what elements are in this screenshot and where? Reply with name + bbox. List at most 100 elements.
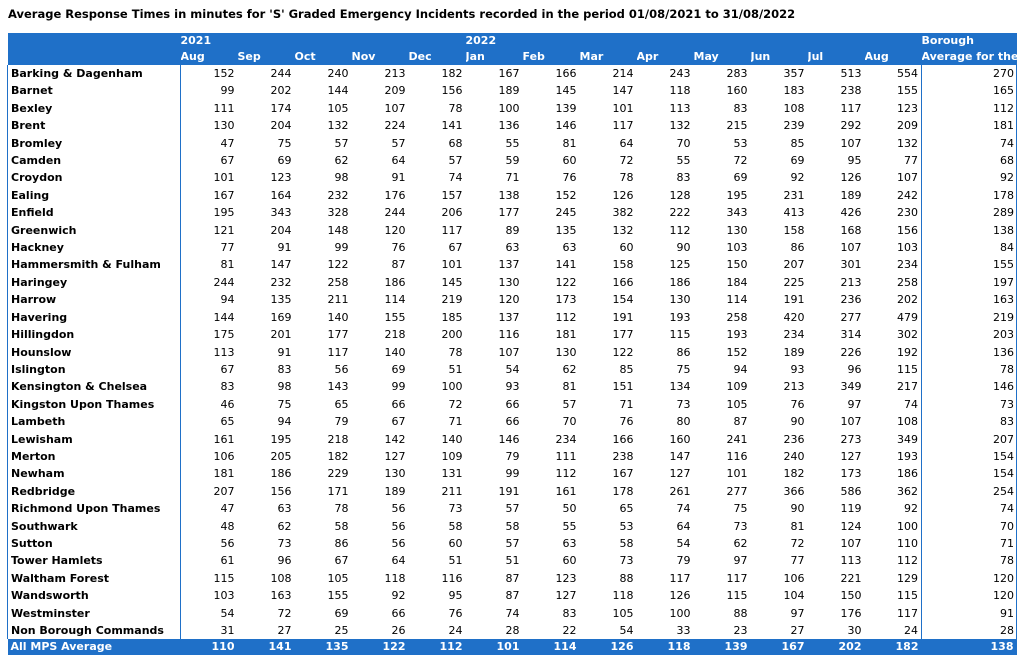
table-cell: 554	[897, 67, 918, 80]
table-cell: 76	[562, 171, 577, 185]
table-cell: 60	[619, 241, 634, 255]
borough-average-cell: 74	[921, 134, 1017, 153]
table-cell: 107	[840, 241, 862, 255]
table-cell: 169	[270, 310, 292, 324]
table-cell: 59	[505, 154, 520, 168]
table-cell: 513	[840, 67, 862, 80]
table-cell: 213	[384, 67, 406, 80]
table-cell: 240	[783, 449, 805, 463]
table-cell: 47	[220, 502, 235, 516]
table-cell: 229	[327, 467, 349, 481]
header-month: Mar	[579, 49, 637, 65]
table-cell: 93	[505, 380, 520, 394]
table-cell: 53	[619, 519, 634, 533]
table-cell: 100	[441, 380, 463, 394]
footer-label: All MPS Average	[7, 639, 181, 656]
table-cell: 117	[726, 571, 748, 585]
table-cell: 78	[448, 345, 463, 359]
table-cell: 53	[733, 136, 748, 150]
table-cell: 96	[847, 362, 862, 376]
table-cell: 124	[840, 519, 862, 533]
table-cell: 349	[840, 380, 862, 394]
borough-average-cell: 28	[921, 622, 1017, 640]
table-cell: 110	[897, 536, 918, 550]
table-cell: 69	[790, 154, 805, 168]
table-cell: 258	[897, 275, 918, 289]
footer-cell: 112	[408, 639, 466, 656]
table-cell: 426	[840, 206, 862, 220]
table-cell: 54	[505, 362, 520, 376]
table-cell: 67	[220, 154, 235, 168]
table-cell: 141	[441, 119, 463, 133]
table-cell: 413	[783, 206, 805, 220]
table-cell: 108	[783, 101, 805, 115]
table-cell: 137	[498, 258, 520, 272]
table-cell: 81	[562, 380, 577, 394]
table-cell: 60	[562, 154, 577, 168]
borough-average-cell: 207	[921, 430, 1017, 448]
table-cell: 95	[847, 154, 862, 168]
table-cell: 111	[555, 449, 577, 463]
table-cell: 238	[840, 84, 862, 98]
borough-average-cell: 70	[921, 517, 1017, 535]
table-cell: 107	[840, 536, 862, 550]
table-cell: 123	[555, 571, 577, 585]
table-cell: 167	[498, 67, 520, 80]
borough-average-cell: 155	[921, 256, 1017, 274]
table-cell: 62	[733, 536, 748, 550]
table-cell: 301	[840, 258, 862, 272]
table-cell: 79	[676, 554, 691, 568]
table-cell: 117	[612, 119, 634, 133]
table-cell: 60	[448, 536, 463, 550]
table-cell: 22	[562, 624, 577, 637]
table-cell: 87	[505, 571, 520, 585]
table-cell: 64	[391, 154, 406, 168]
table-cell: 117	[441, 223, 463, 237]
borough-average-cell: 163	[921, 291, 1017, 309]
table-cell: 85	[790, 136, 805, 150]
table-cell: 343	[270, 206, 292, 220]
table-cell: 202	[270, 84, 292, 98]
table-cell: 189	[498, 84, 520, 98]
table-cell: 97	[733, 554, 748, 568]
table-cell: 28	[505, 624, 520, 637]
table-cell: 121	[213, 223, 235, 237]
table-cell: 244	[270, 67, 292, 80]
table-cell: 129	[897, 571, 918, 585]
table-cell: 75	[733, 502, 748, 516]
table-cell: 160	[726, 84, 748, 98]
table-cell: 357	[783, 67, 805, 80]
footer-cell: 139	[693, 639, 751, 656]
table-cell: 56	[334, 362, 349, 376]
table-cell: 193	[669, 310, 691, 324]
table-cell: 191	[612, 310, 634, 324]
table-cell: 193	[897, 449, 918, 463]
header-month: Feb	[522, 49, 580, 65]
table-cell: 117	[897, 606, 918, 620]
table-cell: 76	[448, 606, 463, 620]
table-row: Enfield 195 343 328 244 206 177 245 382 222 343 413…	[7, 204, 1017, 222]
table-cell: 151	[612, 380, 634, 394]
footer-cell: 182	[864, 639, 922, 656]
table-cell: 225	[783, 275, 805, 289]
borough-average-cell: 120	[921, 569, 1017, 588]
table-cell: 58	[619, 536, 634, 550]
table-cell: 113	[840, 554, 862, 568]
table-cell: 420	[783, 310, 805, 324]
header-blank	[7, 33, 181, 49]
table-cell: 99	[334, 241, 349, 255]
table-cell: 77	[220, 241, 235, 255]
table-row: Southwark 48 62 58 56 58 58 55 53 64 73 81 124 100 70	[7, 517, 1017, 535]
table-cell: 24	[904, 624, 918, 637]
table-cell: 62	[334, 154, 349, 168]
table-cell: 130	[555, 345, 577, 359]
borough-name: Kensington & Chelsea	[7, 378, 181, 396]
table-cell: 123	[897, 101, 918, 115]
table-cell: 314	[840, 328, 862, 342]
table-cell: 125	[669, 258, 691, 272]
table-row: Hounslow 113 91 117 140 78 107 130 122 86 152 189 22…	[7, 343, 1017, 361]
table-cell: 273	[840, 432, 862, 446]
table-cell: 54	[220, 606, 235, 620]
table-cell: 244	[213, 275, 235, 289]
table-cell: 25	[334, 624, 349, 637]
